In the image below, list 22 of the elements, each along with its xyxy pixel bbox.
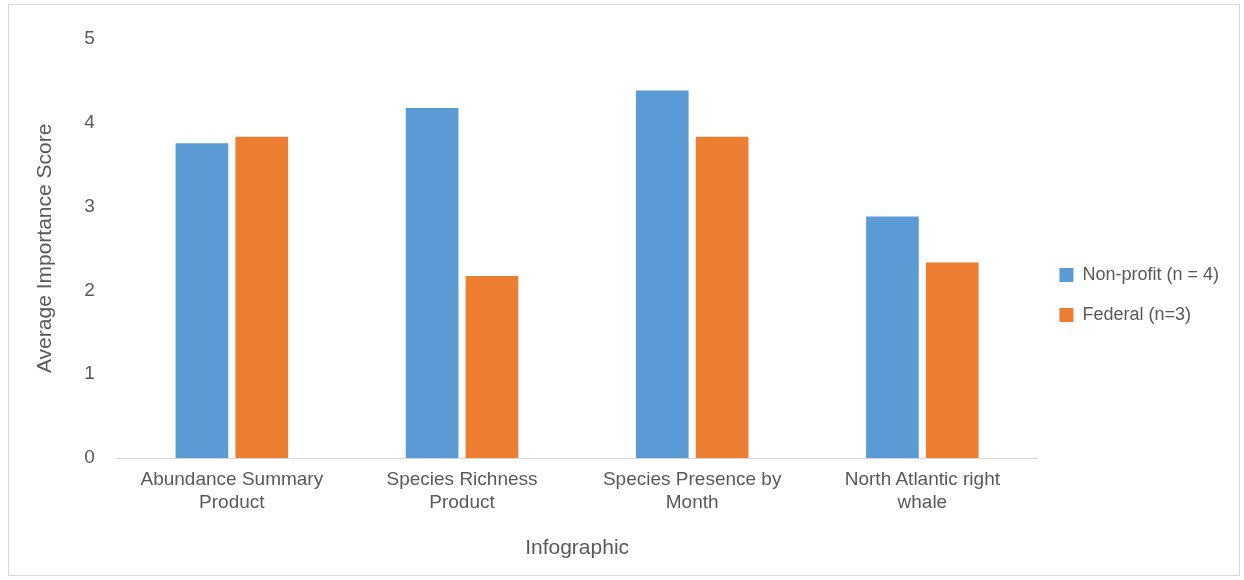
y-tick-label: 0 <box>84 446 95 468</box>
bar <box>925 262 979 459</box>
x-axis-title: Infographic <box>525 535 630 559</box>
bar <box>866 216 919 459</box>
legend-label: Non-profit (n = 4) <box>1082 263 1220 284</box>
bar <box>635 90 689 459</box>
y-tick-label: 2 <box>84 278 95 300</box>
y-tick-label: 3 <box>84 194 95 216</box>
bar <box>235 136 289 459</box>
y-tick-label: 1 <box>84 362 95 384</box>
x-tick-label: Species Presence by Month <box>602 467 782 512</box>
x-tick-label: Species Richness Product <box>386 467 538 512</box>
bar <box>695 136 749 459</box>
y-axis-title: Average Importance Score <box>32 123 56 374</box>
x-tick-label: Abundance Summary Product <box>140 467 324 512</box>
bar <box>405 108 459 459</box>
bar <box>465 276 519 459</box>
x-tick-label: North Atlantic right whale <box>844 467 1001 512</box>
legend-label: Federal (n=3) <box>1082 303 1192 324</box>
y-tick-label: 4 <box>84 110 96 132</box>
bar <box>175 143 229 459</box>
y-tick-label: 5 <box>84 26 95 48</box>
